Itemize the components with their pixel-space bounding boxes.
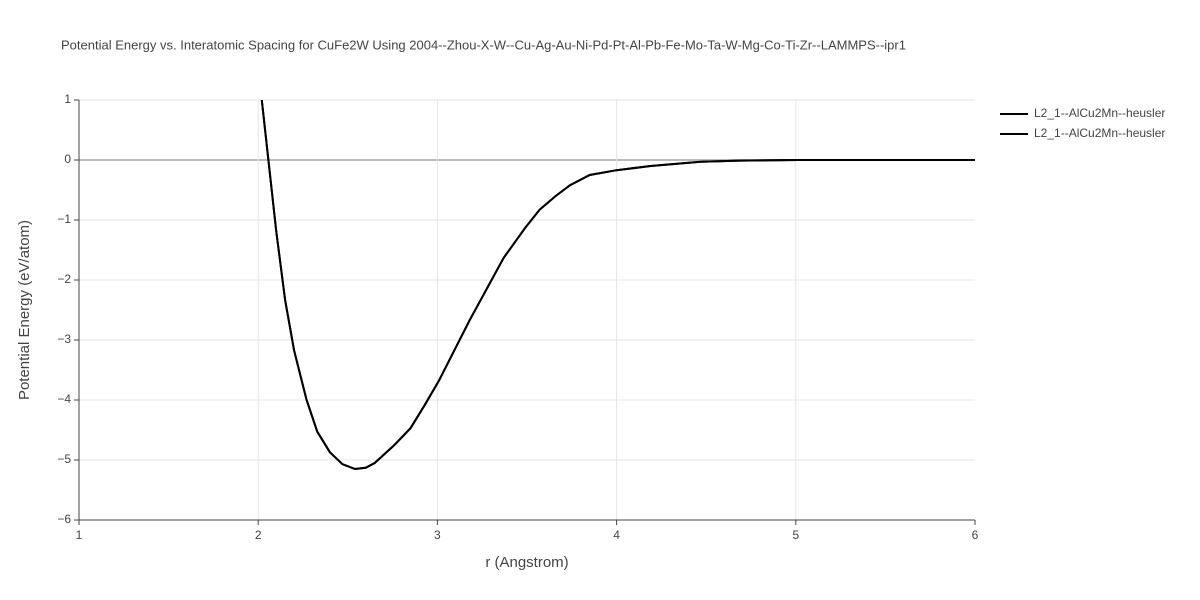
chart-title: Potential Energy vs. Interatomic Spacing… — [61, 37, 906, 52]
line-series — [260, 100, 975, 471]
x-tick-label: 2 — [255, 528, 262, 542]
y-tick-label: −1 — [57, 212, 71, 226]
y-tick-label: −4 — [57, 392, 71, 406]
x-tick-label: 3 — [434, 528, 441, 542]
grid — [79, 99, 975, 521]
y-tick-label: −2 — [57, 272, 71, 286]
x-tick-label: 5 — [792, 528, 799, 542]
legend-label: L2_1--AlCu2Mn--heusler — [1034, 126, 1165, 140]
y-tick-label: 0 — [64, 152, 71, 166]
y-axis-title: Potential Energy (eV/atom) — [16, 220, 33, 400]
legend-label: L2_1--AlCu2Mn--heusler — [1034, 106, 1165, 120]
y-tick-label: −3 — [57, 332, 71, 346]
y-tick-label: −5 — [57, 452, 71, 466]
x-axis-title: r (Angstrom) — [485, 554, 568, 571]
x-tick-label: 6 — [972, 528, 979, 542]
y-tick-label: −6 — [57, 512, 71, 526]
x-tick-label: 1 — [76, 528, 83, 542]
x-tick-label: 4 — [613, 528, 620, 542]
axes: −6 −5 −4 −3 −2 −1 0 1 1 2 3 4 5 6 — [57, 92, 978, 542]
plot-area — [260, 100, 975, 471]
y-tick-label: 1 — [64, 92, 71, 106]
line-series — [260, 100, 975, 471]
